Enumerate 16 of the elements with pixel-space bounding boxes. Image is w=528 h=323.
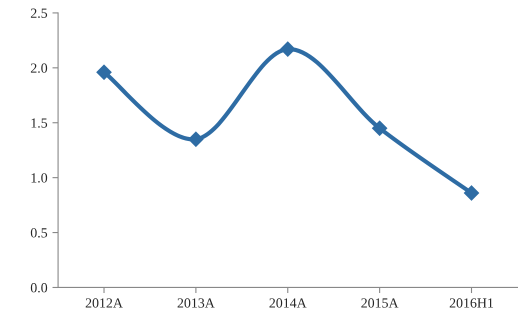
y-tick-label: 0.5 (30, 228, 48, 238)
point (96, 64, 112, 80)
y-tick-label: 2.5 (30, 8, 48, 18)
point (372, 120, 388, 136)
point (464, 185, 480, 201)
y-tick-label: 0.0 (30, 283, 48, 292)
y-tick-label: 1.5 (32, 118, 48, 128)
x-tick-label: 2016H1 (450, 298, 494, 308)
y-tick-label: 2.0 (30, 63, 48, 73)
x-tick-label: 2014A (269, 298, 307, 308)
x-tick-label: 2012A (86, 298, 123, 308)
x-tick-label: 2013A (178, 298, 215, 308)
y-tick-label: 1.0 (32, 173, 48, 183)
x-tick-label: 2015A (361, 298, 398, 308)
point (280, 42, 296, 57)
point (188, 132, 204, 147)
